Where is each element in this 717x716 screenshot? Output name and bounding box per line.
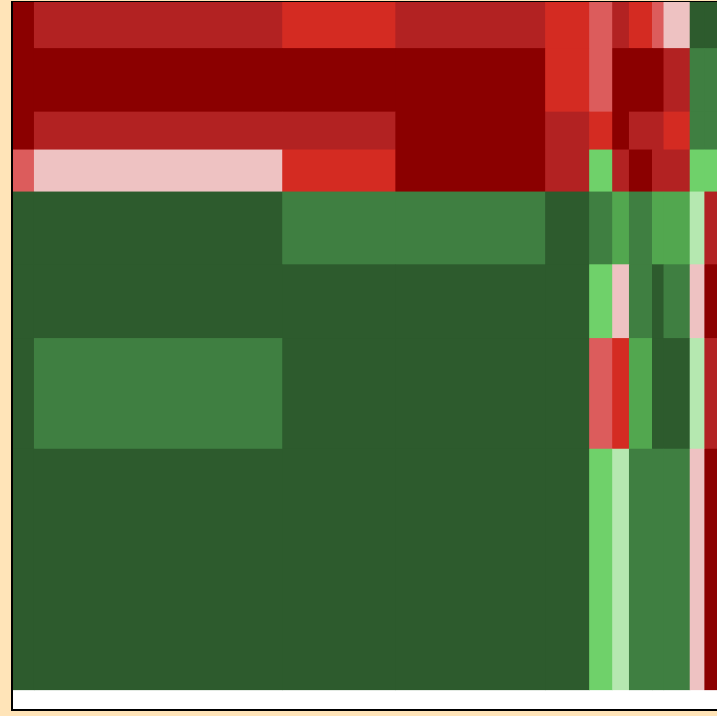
heatmap-cell-r7-c2 xyxy=(282,448,396,691)
heatmap-cell-r4-c1 xyxy=(33,191,283,265)
heatmap-cell-r2-c2 xyxy=(282,111,396,151)
heatmap-cell-r4-c8 xyxy=(652,191,665,265)
heatmap-cell-r4-c9 xyxy=(663,191,691,265)
heatmap-cell-r5-c2 xyxy=(282,264,396,339)
heatmap-cell-r2-c4 xyxy=(545,111,590,151)
heatmap-cell-r6-c11 xyxy=(704,338,717,450)
heatmap-cell-r0-c1 xyxy=(33,2,283,49)
heatmap-cell-r4-c0 xyxy=(13,191,35,265)
heatmap-cell-r3-c9 xyxy=(663,149,691,193)
heatmap-cell-r1-c3 xyxy=(395,48,546,113)
heatmap-cell-r3-c10 xyxy=(689,149,705,193)
heatmap-cell-r6-c8 xyxy=(652,338,665,450)
heatmap-cell-r4-c6 xyxy=(612,191,630,265)
heatmap-cell-r7-c1 xyxy=(33,448,283,691)
heatmap-cell-r1-c4 xyxy=(545,48,590,113)
heatmap-cell-r0-c7 xyxy=(628,2,653,49)
heatmap-cell-r3-c11 xyxy=(704,149,717,193)
heatmap-cell-r0-c8 xyxy=(652,2,665,49)
heatmap-cell-r3-c6 xyxy=(612,149,630,193)
heatmap-cell-r3-c5 xyxy=(589,149,613,193)
heatmap-cell-r2-c1 xyxy=(33,111,283,151)
heatmap-cell-r3-c4 xyxy=(545,149,590,193)
heatmap-cell-r1-c10 xyxy=(689,48,705,113)
heatmap-cell-r7-c5 xyxy=(589,448,613,691)
heatmap-cell-r5-c10 xyxy=(689,264,705,339)
heatmap-cell-r5-c0 xyxy=(13,264,35,339)
heatmap-cell-r7-c4 xyxy=(545,448,590,691)
heatmap-cell-r3-c1 xyxy=(33,149,283,193)
heatmap-cell-r1-c6 xyxy=(612,48,630,113)
heatmap-cell-r7-c10 xyxy=(689,448,705,691)
heatmap-cell-r7-c8 xyxy=(652,448,665,691)
heatmap-cell-r1-c7 xyxy=(628,48,653,113)
heatmap-cell-r0-c11 xyxy=(704,2,717,49)
heatmap-cell-r1-c9 xyxy=(663,48,691,113)
heatmap-cell-r5-c1 xyxy=(33,264,283,339)
heatmap-cell-r0-c2 xyxy=(282,2,396,49)
heatmap-cell-r2-c5 xyxy=(589,111,613,151)
heatmap-cell-r6-c1 xyxy=(33,338,283,450)
heatmap-cell-r6-c10 xyxy=(689,338,705,450)
heatmap-cell-r1-c2 xyxy=(282,48,396,113)
heatmap-cell-r5-c4 xyxy=(545,264,590,339)
heatmap-cell-r0-c10 xyxy=(689,2,705,49)
heatmap-cell-r6-c5 xyxy=(589,338,613,450)
heatmap-cell-r1-c11 xyxy=(704,48,717,113)
heatmap-cell-r5-c3 xyxy=(395,264,546,339)
heatmap-cell-r4-c11 xyxy=(704,191,717,265)
heatmap-cell-r2-c9 xyxy=(663,111,691,151)
heatmap-cell-r6-c3 xyxy=(395,338,546,450)
heatmap-cell-r6-c7 xyxy=(628,338,653,450)
heatmap-cell-r2-c6 xyxy=(612,111,630,151)
heatmap-cell-r5-c6 xyxy=(612,264,630,339)
heatmap-cell-r2-c7 xyxy=(628,111,653,151)
heatmap-cell-r6-c2 xyxy=(282,338,396,450)
heatmap-cell-r1-c8 xyxy=(652,48,665,113)
heatmap-cell-r6-c0 xyxy=(13,338,35,450)
heatmap-cell-r0-c3 xyxy=(395,2,546,49)
heatmap-cell-r2-c0 xyxy=(13,111,35,151)
heatmap-cell-r2-c3 xyxy=(395,111,546,151)
heatmap-cell-r5-c5 xyxy=(589,264,613,339)
heatmap-cell-r6-c4 xyxy=(545,338,590,450)
heatmap-cell-r0-c5 xyxy=(589,2,613,49)
heatmap-cell-r7-c11 xyxy=(704,448,717,691)
heatmap-cell-r3-c2 xyxy=(282,149,396,193)
heatmap-cell-r3-c7 xyxy=(628,149,653,193)
heatmap-cell-r4-c5 xyxy=(589,191,613,265)
heatmap-cell-r3-c3 xyxy=(395,149,546,193)
heatmap-cell-r2-c8 xyxy=(652,111,665,151)
heatmap-cell-r1-c0 xyxy=(13,48,35,113)
heatmap-cell-r7-c3 xyxy=(395,448,546,691)
heatmap-cell-r1-c5 xyxy=(589,48,613,113)
heatmap-cell-r5-c7 xyxy=(628,264,653,339)
heatmap-cell-r2-c10 xyxy=(689,111,705,151)
heatmap-cell-r4-c7 xyxy=(628,191,653,265)
heatmap-cell-r6-c6 xyxy=(612,338,630,450)
heatmap-cell-r6-c9 xyxy=(663,338,691,450)
heatmap-cell-r0-c9 xyxy=(663,2,691,49)
heatmap-cell-r4-c4 xyxy=(545,191,590,265)
heatmap-cell-r0-c0 xyxy=(13,2,35,49)
heatmap-cell-r3-c8 xyxy=(652,149,665,193)
heatmap-cell-r0-c4 xyxy=(545,2,590,49)
heatmap-cell-r4-c2 xyxy=(282,191,396,265)
heatmap-cell-r3-c0 xyxy=(13,149,35,193)
heatmap-cell-r4-c10 xyxy=(689,191,705,265)
heatmap-frame xyxy=(11,1,717,711)
heatmap-cell-r7-c7 xyxy=(628,448,653,691)
heatmap-plot xyxy=(13,2,717,691)
heatmap-cell-r0-c6 xyxy=(612,2,630,49)
heatmap-cell-r4-c3 xyxy=(395,191,546,265)
heatmap-cell-r1-c1 xyxy=(33,48,283,113)
heatmap-cell-r7-c0 xyxy=(13,448,35,691)
heatmap-cell-r5-c8 xyxy=(652,264,665,339)
heatmap-cell-r2-c11 xyxy=(704,111,717,151)
heatmap-cell-r7-c6 xyxy=(612,448,630,691)
heatmap-cell-r5-c11 xyxy=(704,264,717,339)
heatmap-cell-r7-c9 xyxy=(663,448,691,691)
heatmap-cell-r5-c9 xyxy=(663,264,691,339)
